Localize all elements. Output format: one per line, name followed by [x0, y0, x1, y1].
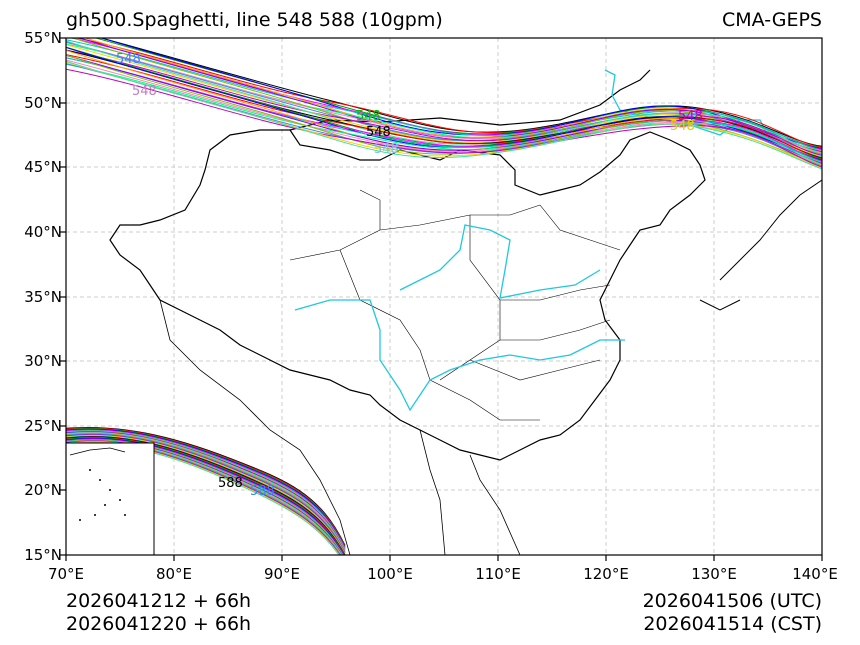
ensemble-member-548	[66, 39, 822, 151]
lon-label: 100°E	[367, 565, 413, 583]
valid-time-cst: 2026041514 (CST)	[643, 613, 822, 635]
init-time-local: 2026041220 + 66h	[66, 613, 252, 635]
lon-label: 120°E	[583, 565, 629, 583]
ensemble-member-588	[66, 430, 346, 550]
ensemble-member-588	[66, 433, 346, 553]
lat-label: 45°N	[24, 158, 62, 176]
lat-label: 25°N	[24, 417, 62, 435]
ensemble-member-588	[66, 440, 343, 555]
lat-label: 35°N	[24, 288, 62, 306]
lon-label: 130°E	[691, 565, 737, 583]
chart-title: gh500.Spaghetti, line 548 588 (10gpm)	[66, 9, 443, 31]
contour-label: 548	[132, 84, 157, 99]
contour-label: 548	[678, 109, 703, 124]
country-border-china	[109, 129, 706, 461]
ensemble-member-588	[66, 437, 345, 555]
contour-label: 548	[670, 119, 695, 134]
ensemble-member-588	[66, 435, 346, 555]
lat-label: 50°N	[24, 94, 62, 112]
ensemble-member-588	[66, 439, 344, 555]
country-border-south	[159, 299, 521, 555]
ensemble-member-588	[66, 429, 346, 549]
contour-labels: 548 548 548 548 548 548 548 588 588	[116, 52, 703, 499]
lat-label: 30°N	[24, 352, 62, 370]
ensemble-member-548	[66, 41, 822, 156]
ensemble-member-548	[69, 38, 822, 150]
ensemble-member-588	[66, 428, 346, 547]
ensemble-member-548	[66, 54, 822, 160]
init-time: 2026041212 + 66h	[66, 590, 252, 612]
ensemble-member-548	[66, 63, 822, 165]
lon-label: 70°E	[47, 565, 85, 583]
ensemble-member-588	[66, 429, 346, 549]
province-borders	[289, 189, 621, 421]
axis-ticks	[60, 37, 823, 561]
lon-label: 140°E	[792, 565, 838, 583]
lat-label: 15°N	[24, 546, 62, 564]
ensemble-member-548	[74, 38, 822, 148]
ensemble-member-588	[66, 431, 346, 551]
contour-label: 588	[250, 484, 275, 499]
ensemble-member-588	[66, 438, 344, 555]
ensemble-member-588	[66, 434, 346, 554]
contour-label: 548	[374, 142, 399, 157]
ensemble-member-588	[66, 431, 346, 551]
ensemble-member-548	[66, 68, 822, 168]
ensemble-member-588	[66, 433, 346, 552]
model-name: CMA-GEPS	[721, 9, 822, 31]
lat-label: 40°N	[24, 223, 62, 241]
contour-label: 588	[218, 476, 243, 491]
ensemble-member-588	[66, 428, 346, 548]
contour-label: 548	[356, 109, 381, 124]
contour-label: 548	[366, 125, 391, 140]
lon-label: 90°E	[263, 565, 301, 583]
ensemble-member-588	[66, 426, 346, 546]
ensemble-member-588	[66, 427, 346, 547]
ensemble-member-588	[66, 436, 346, 555]
ensemble-member-588	[66, 434, 346, 554]
south-china-sea-inset	[65, 442, 155, 556]
ensemble-member-588	[66, 432, 346, 552]
ensemble-member-548	[66, 57, 822, 162]
contour-548-lines	[66, 38, 822, 170]
lat-label: 55°N	[24, 29, 62, 47]
ensemble-member-588	[66, 436, 346, 555]
ensemble-member-588	[66, 440, 343, 555]
lat-label: 20°N	[24, 481, 62, 499]
ensemble-member-588	[66, 439, 344, 555]
valid-time-utc: 2026041506 (UTC)	[642, 590, 822, 612]
ensemble-member-548	[66, 54, 822, 167]
ensemble-member-548	[66, 49, 822, 157]
ensemble-member-548	[66, 60, 822, 170]
ensemble-member-588	[66, 437, 345, 555]
coastline-japan	[699, 179, 822, 311]
contour-label: 548	[116, 52, 141, 67]
ensemble-member-548	[66, 63, 822, 168]
lon-label: 110°E	[475, 565, 521, 583]
lon-label: 80°E	[155, 565, 193, 583]
